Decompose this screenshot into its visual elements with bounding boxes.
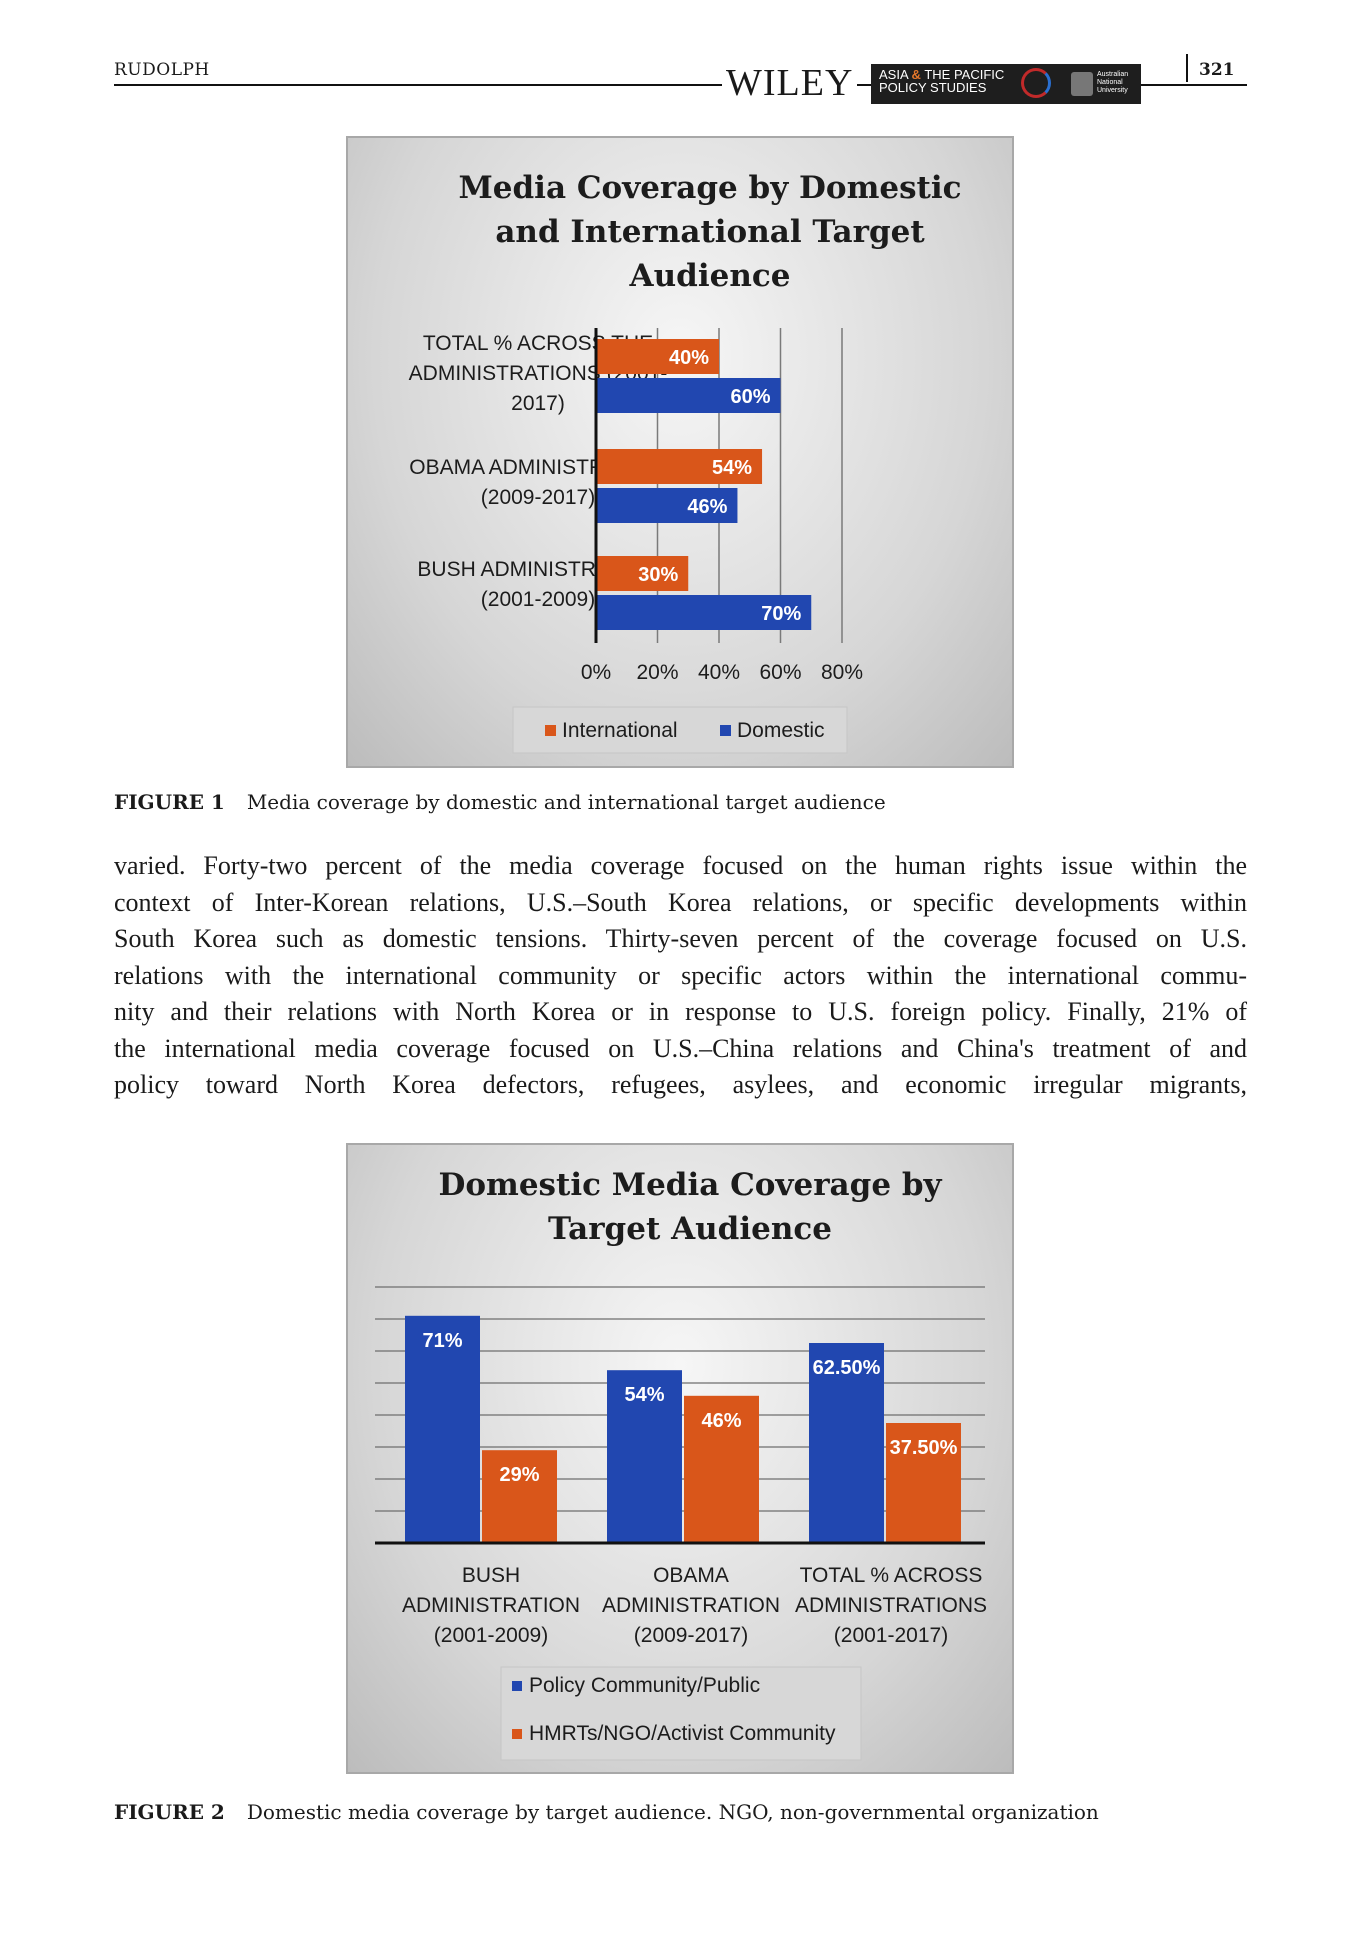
- body-line: policy toward North Korea defectors, ref…: [114, 1070, 1247, 1099]
- university-crest-icon: [1071, 72, 1093, 96]
- data-label: 62.50%: [813, 1357, 881, 1379]
- category-label: BUSH: [462, 1564, 520, 1587]
- bar-international: [596, 556, 689, 591]
- category-label: (2001-2017): [834, 1624, 948, 1647]
- category-label: ADMINISTRATION: [402, 1594, 580, 1617]
- body-line: nity and their relations with North Kore…: [114, 997, 1247, 1026]
- category-label: OBAMA: [653, 1564, 729, 1587]
- figure-2-caption-text: Domestic media coverage by target audien…: [246, 1800, 1099, 1824]
- legend-swatch: [545, 725, 556, 736]
- header-rule: [114, 84, 1247, 86]
- figure-2-caption: FIGURE 2 Domestic media coverage by targe…: [114, 1800, 1099, 1824]
- publisher-logo: WILEY: [722, 64, 858, 102]
- x-tick-label: 80%: [821, 661, 863, 684]
- legend-label: Domestic: [737, 719, 825, 742]
- data-label: 46%: [701, 1410, 741, 1432]
- figure-2: Domestic Media Coverage by Target Audienc…: [346, 1143, 1014, 1774]
- journal-logo: ASIA & THE PACIFIC POLICY STUDIES Austra…: [871, 64, 1141, 104]
- body-line: South Korea such as domestic tensions. T…: [114, 924, 1247, 953]
- chart-title: Domestic Media Coverage by: [438, 1167, 942, 1203]
- legend-swatch: [512, 1681, 522, 1691]
- body-line: context of Inter-Korean relations, U.S.–…: [114, 887, 1247, 917]
- category-label: 2017): [511, 392, 565, 415]
- data-label: 37.50%: [890, 1437, 958, 1459]
- data-label: 40%: [669, 347, 709, 369]
- bar-domestic: [596, 488, 738, 523]
- bar-international: [596, 339, 719, 374]
- figure-1-chart: Media Coverage by Domestic and Internatio…: [409, 170, 962, 754]
- bar: [405, 1315, 480, 1543]
- figure-1-caption-text: Media coverage by domestic and internati…: [246, 790, 886, 814]
- journal-title: ASIA & THE PACIFIC POLICY STUDIES: [879, 67, 1005, 95]
- figure-2-label: FIGURE 2: [114, 1800, 225, 1824]
- header-divider: [1186, 54, 1188, 82]
- bar-domestic: [596, 595, 812, 630]
- category-label: ADMINISTRATION: [602, 1594, 780, 1617]
- x-tick-label: 60%: [759, 661, 801, 684]
- category-label: (2009-2017): [481, 486, 595, 509]
- page-number: 321: [1199, 60, 1235, 80]
- bar: [607, 1370, 682, 1543]
- legend: [512, 706, 848, 754]
- bar: [482, 1450, 557, 1543]
- chart-title: and International Target: [495, 214, 925, 250]
- data-label: 54%: [712, 457, 752, 479]
- data-label: 30%: [638, 564, 678, 586]
- data-label: 70%: [761, 603, 801, 625]
- data-label: 29%: [499, 1464, 539, 1486]
- x-tick-label: 20%: [636, 661, 678, 684]
- data-label: 46%: [687, 496, 727, 518]
- category-label: (2001-2009): [434, 1624, 548, 1647]
- bar: [684, 1395, 759, 1543]
- legend-swatch: [512, 1729, 522, 1739]
- x-tick-label: 40%: [698, 661, 740, 684]
- data-label: 54%: [624, 1384, 664, 1406]
- body-line: relations with the international communi…: [114, 960, 1247, 990]
- category-label: ADMINISTRATIONS: [795, 1594, 987, 1617]
- category-label: (2001-2009): [481, 588, 595, 611]
- data-label: 71%: [422, 1330, 462, 1352]
- university-name: Australian National University: [1097, 71, 1129, 94]
- category-label: TOTAL % ACROSS: [800, 1564, 983, 1587]
- figure-1-caption: FIGURE 1 Media coverage by domestic and i…: [114, 790, 886, 814]
- figure-1-label: FIGURE 1: [114, 790, 225, 814]
- legend-label: International: [562, 719, 678, 742]
- page-header: RUDOLPH WILEY ASIA & THE PACIFIC POLICY …: [114, 54, 1247, 108]
- journal-emblem-icon: [1021, 68, 1051, 98]
- bar: [886, 1423, 961, 1543]
- bar-domestic: [596, 378, 781, 413]
- legend: [500, 1666, 862, 1761]
- x-tick-label: 0%: [581, 661, 611, 684]
- body-line: the international media coverage focused…: [114, 1033, 1247, 1063]
- chart-title: Media Coverage by Domestic: [458, 170, 961, 206]
- legend-label: Policy Community/Public: [529, 1674, 760, 1697]
- chart-title: Target Audience: [548, 1211, 832, 1247]
- figure-1: Media Coverage by Domestic and Internatio…: [346, 136, 1014, 768]
- body-line: varied. Forty-two percent of the media c…: [114, 851, 1247, 880]
- running-head: RUDOLPH: [114, 60, 210, 80]
- data-label: 60%: [730, 386, 770, 408]
- figure-2-chart: Domestic Media Coverage by Target Audienc…: [375, 1167, 987, 1761]
- body-paragraph: varied. Forty-two percent of the media c…: [114, 848, 1247, 1104]
- bar: [809, 1343, 884, 1543]
- chart-title: Audience: [629, 258, 791, 294]
- legend-label: HMRTs/NGO/Activist Community: [529, 1722, 836, 1745]
- legend-swatch: [720, 725, 731, 736]
- bar-international: [596, 449, 763, 484]
- category-label: (2009-2017): [634, 1624, 748, 1647]
